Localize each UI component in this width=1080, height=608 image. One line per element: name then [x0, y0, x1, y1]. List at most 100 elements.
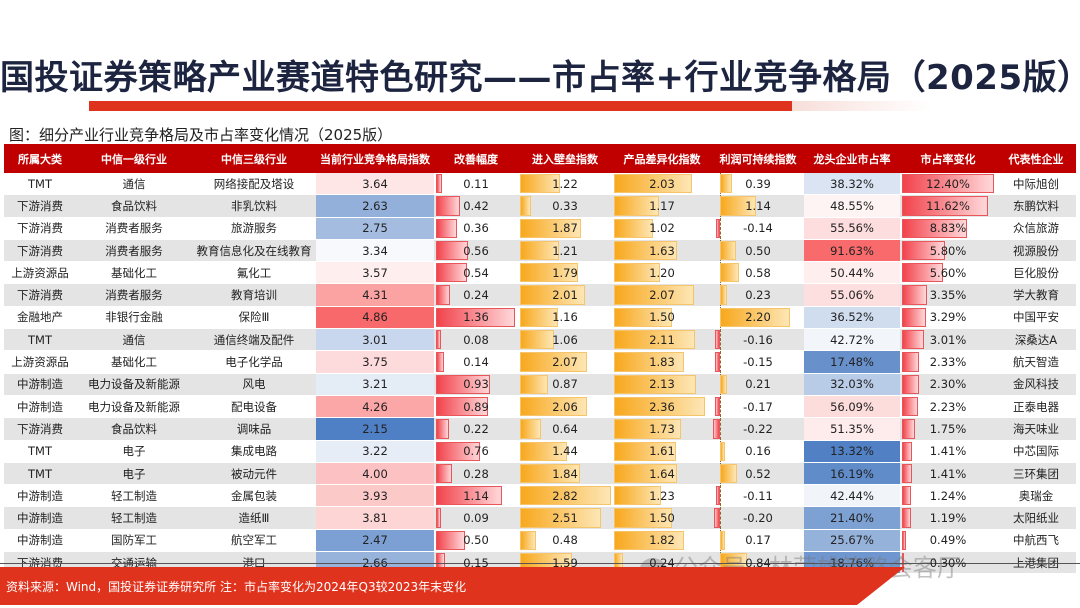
- value: 0.09: [463, 511, 489, 526]
- value: 0.33: [552, 198, 578, 213]
- value: 1.14: [745, 198, 771, 213]
- leader-share-cell: 36.52%: [804, 306, 900, 330]
- value: 2.03: [649, 176, 675, 191]
- competition-index-cell: 4.86: [316, 306, 434, 330]
- citic-l1-cell: 电子: [76, 440, 192, 463]
- value: 0.76: [463, 444, 489, 459]
- competition-index-cell: 2.15: [316, 417, 434, 441]
- data-bar: [902, 174, 994, 194]
- entry-barrier-cell: 0.48: [518, 529, 612, 553]
- company-cell: 太阳纸业: [996, 506, 1076, 530]
- value: 0.16: [745, 444, 771, 459]
- data-bar: [614, 441, 676, 461]
- improvement-cell: 0.08: [434, 328, 518, 352]
- data-bar: [436, 374, 490, 394]
- table-row: 上游资源品 基础化工 氟化工 3.57 0.54 1.79 1.20 0.58 50.44% 5.…: [4, 261, 1076, 285]
- category-cell: 上游资源品: [4, 261, 76, 285]
- category-cell: TMT: [4, 462, 76, 486]
- data-bar: [614, 486, 662, 506]
- data-bar: [520, 330, 555, 350]
- profit-sustainability-cell: -0.20: [712, 506, 804, 530]
- data-bar: [614, 396, 705, 417]
- share-change-cell: 5.60%: [900, 261, 996, 285]
- value: 0.42: [463, 198, 489, 213]
- data-bar: [902, 441, 913, 461]
- title-underline-fade: [792, 101, 932, 111]
- data-bar: [720, 530, 726, 551]
- category-cell: TMT: [4, 328, 76, 352]
- profit-sustainability-cell: -0.15: [712, 350, 804, 374]
- leader-share-cell: 42.72%: [804, 328, 900, 352]
- company-cell: 学大教育: [996, 283, 1076, 307]
- share-change-cell: 2.33%: [900, 350, 996, 374]
- category-cell: 中游制造: [4, 529, 76, 553]
- category-cell: TMT: [4, 173, 76, 196]
- differentiation-cell: 2.36: [612, 395, 712, 419]
- data-bar: [520, 307, 558, 328]
- competition-index-cell: 3.01: [316, 328, 434, 352]
- share-change-cell: 12.40%: [900, 173, 996, 196]
- citic-l3-cell: 保险Ⅲ: [192, 306, 316, 330]
- citic-l1-cell: 消费者服务: [76, 217, 192, 240]
- value: 0.84: [745, 555, 771, 570]
- header-entry-barrier: 进入壁垒指数: [518, 144, 612, 173]
- value: 0.39: [745, 176, 771, 191]
- value: 0.24: [463, 288, 489, 303]
- data-bar: [436, 330, 441, 350]
- citic-l1-cell: 食品饮料: [76, 417, 192, 441]
- value: 1.84: [552, 466, 578, 481]
- competition-index-cell: 3.57: [316, 261, 434, 285]
- table-row: TMT 电子 被动元件 4.00 0.28 1.84 1.64 0.52 16.19% 1.41%…: [4, 462, 1076, 486]
- data-bar: [614, 174, 693, 194]
- profit-sustainability-cell: 0.52: [712, 462, 804, 486]
- value: 1.16: [552, 310, 578, 325]
- value: 1.19%: [929, 511, 967, 526]
- header-differentiation: 产品差异化指数: [612, 144, 712, 173]
- entry-barrier-cell: 2.01: [518, 283, 612, 307]
- data-bar: [720, 263, 739, 283]
- data-bar: [614, 508, 672, 528]
- data-bar: [902, 486, 912, 506]
- data-bar: [436, 463, 453, 484]
- table-row: 下游消费 消费者服务 教育信息化及在线教育 3.34 0.56 1.21 1.63 0.50 9…: [4, 239, 1076, 263]
- data-bar: [436, 285, 450, 305]
- zero-axis: [720, 351, 721, 373]
- improvement-cell: 0.14: [434, 350, 518, 374]
- value: 1.73: [649, 421, 675, 436]
- improvement-cell: 0.89: [434, 395, 518, 419]
- competition-index-cell: 4.26: [316, 395, 434, 419]
- competition-index-cell: 3.22: [316, 440, 434, 463]
- share-change-cell: 3.35%: [900, 283, 996, 307]
- differentiation-cell: 2.07: [612, 283, 712, 307]
- value: 0.30%: [929, 555, 967, 570]
- value: 2.51: [552, 511, 578, 526]
- data-bar: [614, 196, 659, 216]
- citic-l3-cell: 金属包装: [192, 484, 316, 508]
- company-cell: 中芯国际: [996, 440, 1076, 463]
- table-row: 下游消费 食品饮料 非乳饮料 2.63 0.42 0.33 1.17 1.14 48.55% 11…: [4, 194, 1076, 218]
- value: 1.61: [649, 444, 675, 459]
- competition-index-cell: 3.75: [316, 350, 434, 374]
- improvement-cell: 1.36: [434, 306, 518, 330]
- differentiation-cell: 1.63: [612, 239, 712, 263]
- value: 1.17: [649, 198, 675, 213]
- data-bar: [715, 352, 720, 372]
- entry-barrier-cell: 1.87: [518, 217, 612, 240]
- value: -0.17: [743, 399, 773, 414]
- leader-share-cell: 55.56%: [804, 217, 900, 240]
- footer-divider: [0, 563, 1080, 564]
- value: 0.50: [463, 533, 489, 548]
- value: 1.59: [552, 555, 578, 570]
- improvement-cell: 0.22: [434, 417, 518, 441]
- data-bar: [614, 240, 677, 261]
- value: 1.64: [649, 466, 675, 481]
- citic-l3-cell: 风电: [192, 373, 316, 396]
- leader-share-cell: 13.32%: [804, 440, 900, 463]
- share-change-cell: 11.62%: [900, 194, 996, 218]
- data-bar: [520, 352, 588, 372]
- entry-barrier-cell: 1.22: [518, 173, 612, 196]
- data-bar: [902, 530, 906, 551]
- data-bar: [614, 374, 696, 394]
- value: 1.22: [552, 176, 578, 191]
- header-profit-sustainability: 利润可持续指数: [712, 144, 804, 173]
